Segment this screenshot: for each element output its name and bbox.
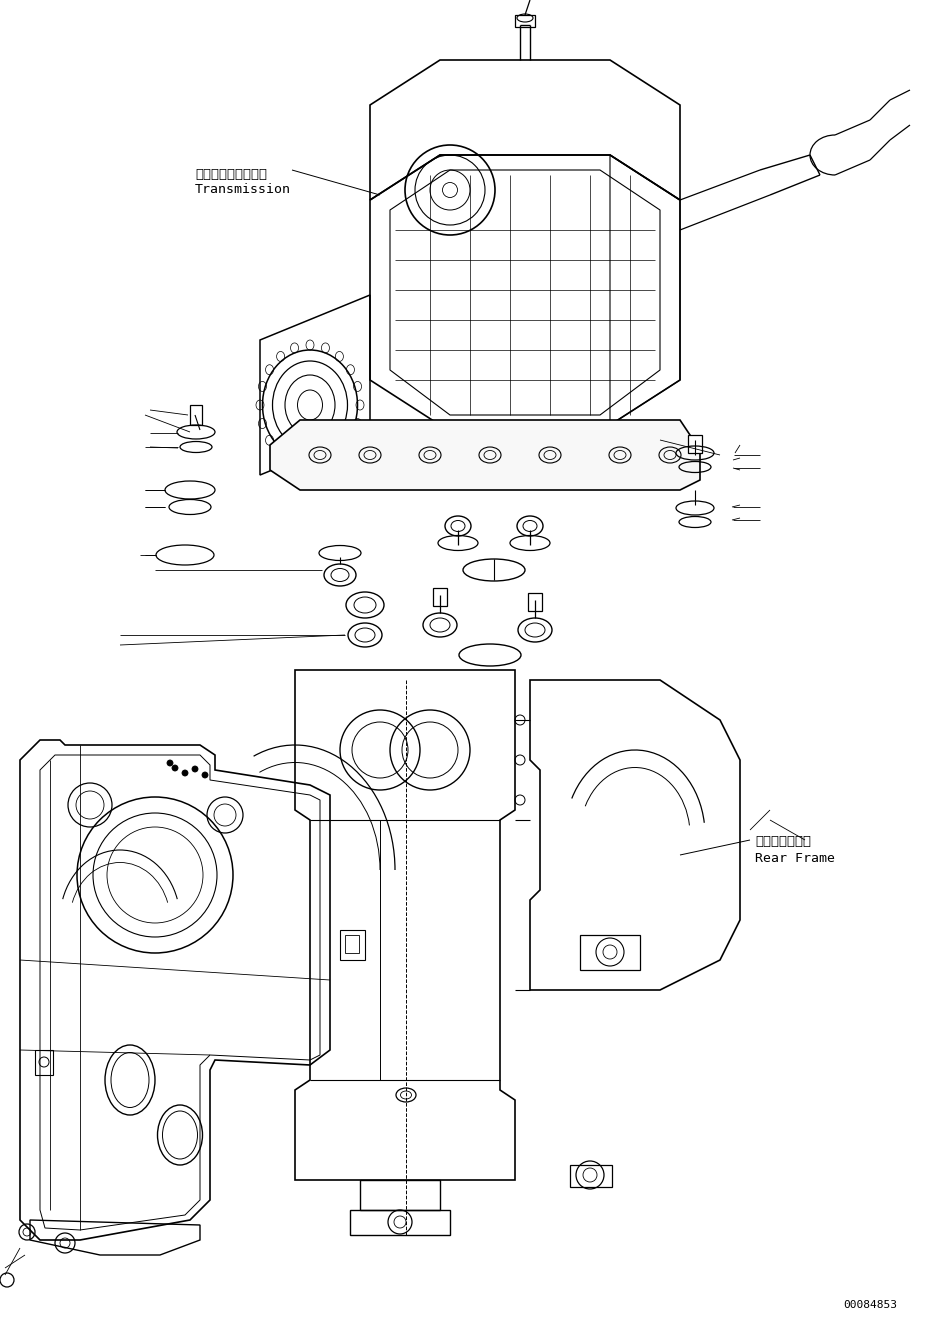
Circle shape bbox=[172, 764, 178, 771]
Bar bbox=[432, 588, 446, 606]
Bar bbox=[569, 1165, 611, 1186]
Bar bbox=[687, 435, 701, 453]
Circle shape bbox=[167, 760, 173, 766]
Circle shape bbox=[182, 770, 188, 776]
Bar bbox=[344, 936, 358, 953]
Polygon shape bbox=[270, 421, 699, 490]
Circle shape bbox=[202, 772, 208, 778]
Circle shape bbox=[192, 766, 197, 772]
Text: トランスミッション: トランスミッション bbox=[195, 169, 267, 180]
Text: リヤーフレーム: リヤーフレーム bbox=[754, 835, 811, 848]
Bar bbox=[190, 405, 202, 425]
Bar bbox=[35, 1050, 53, 1075]
Bar bbox=[528, 593, 541, 610]
Bar bbox=[515, 15, 534, 27]
Bar bbox=[340, 930, 365, 959]
Text: Transmission: Transmission bbox=[195, 183, 291, 196]
Circle shape bbox=[0, 1273, 14, 1287]
Text: Rear Frame: Rear Frame bbox=[754, 852, 834, 865]
Text: 00084853: 00084853 bbox=[842, 1300, 896, 1310]
